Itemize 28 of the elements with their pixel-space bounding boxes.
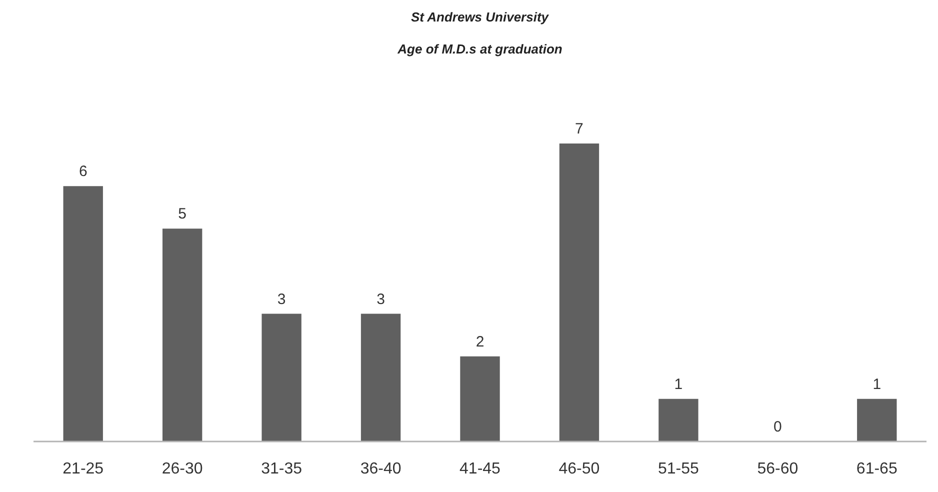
- x-tick-label: 31-35: [261, 460, 302, 478]
- data-label: 6: [78, 163, 88, 180]
- chart-title: St Andrews University: [411, 10, 550, 24]
- x-tick-label: 51-55: [658, 460, 700, 478]
- data-label: 0: [773, 418, 782, 436]
- bar: [460, 356, 500, 442]
- bar: [63, 186, 103, 442]
- x-tick-label: 41-45: [460, 460, 501, 478]
- bar: [360, 314, 401, 442]
- x-tick-label: 26-30: [162, 460, 203, 478]
- data-label: 1: [674, 376, 683, 393]
- data-label: 5: [178, 206, 187, 223]
- bar: [658, 398, 698, 442]
- bar: [559, 144, 600, 442]
- x-tick-label: 36-40: [360, 460, 402, 478]
- x-tick-label: 56-60: [757, 460, 798, 478]
- data-label: 3: [277, 290, 286, 308]
- bar: [162, 228, 202, 442]
- chart-subtitle: Age of M.D.s at graduation: [396, 42, 562, 56]
- x-tick-label: 61-65: [856, 460, 898, 478]
- x-tick-label: 46-50: [558, 460, 600, 478]
- bar: [857, 398, 897, 442]
- data-label: 7: [575, 120, 584, 138]
- bar: [262, 314, 302, 442]
- data-label: 2: [476, 333, 484, 350]
- data-label: 1: [872, 376, 882, 393]
- x-tick-label: 21-25: [62, 460, 104, 478]
- data-label: 3: [376, 290, 385, 308]
